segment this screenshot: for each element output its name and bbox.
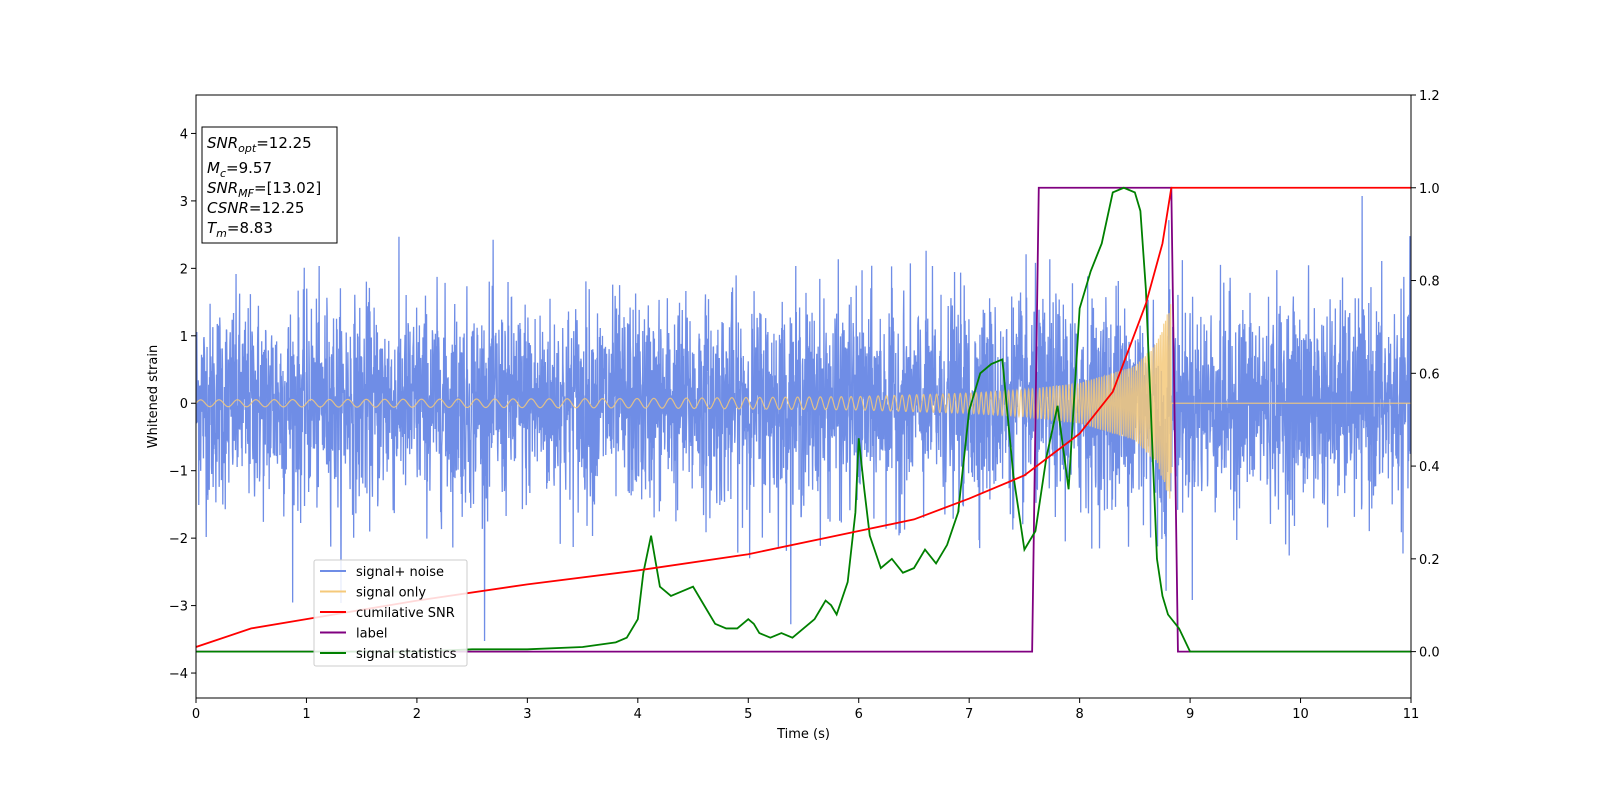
signal-statistics-line (196, 186, 1411, 653)
y2-tick-label: 1.0 (1419, 182, 1440, 197)
x-tick-label: 8 (1075, 707, 1083, 722)
y-tick-label: −2 (169, 532, 188, 547)
plot-frame (195, 94, 1412, 699)
info-box-frame (201, 126, 338, 244)
y-tick-label: 3 (180, 195, 188, 210)
x-tick-label: 9 (1186, 707, 1194, 722)
y2-tick-label: 0.8 (1419, 275, 1440, 290)
x-axis-label: Time (s) (776, 727, 830, 742)
x-tick-label: 1 (302, 707, 310, 722)
info-box: SNRopt=12.25 Mc=9.57SNRMF=[13.02]CSNR=12.… (201, 126, 338, 244)
x-tick-label: 11 (1403, 707, 1420, 722)
x-tick-label: 5 (744, 707, 752, 722)
legend-entry: cumilative SNR (356, 606, 455, 621)
legend: signal+ noise signal only cumilative SNR la… (313, 559, 468, 667)
info-line: Tm=8.83 (207, 219, 273, 240)
x-tick-label: 6 (855, 707, 863, 722)
info-line: CSNR=12.25 (207, 199, 304, 217)
x-tick-label: 2 (413, 707, 421, 722)
x-tick-label: 3 (523, 707, 531, 722)
y-tick-label: −4 (169, 667, 188, 682)
signal-only-series (196, 304, 1411, 499)
x-tick-label: 0 (192, 707, 200, 722)
info-line: Mc=9.57 (207, 159, 272, 180)
y-tick-label: 2 (180, 262, 188, 277)
y-tick-label: 1 (180, 330, 188, 345)
y2-tick-label: 0.6 (1419, 367, 1440, 382)
y-axis-label: Whitened strain (146, 345, 161, 448)
legend-frame (313, 559, 468, 667)
legend-entry: label (356, 627, 387, 642)
legend-entry: signal statistics (356, 647, 457, 662)
signal-only-line (196, 304, 1411, 499)
axes: 0 1 2 3 4 5 6 7 8 9 10 1143210−1−2−3−41.21.00.80.60… (146, 89, 1440, 742)
legend-entry: signal+ noise (356, 565, 444, 580)
y2-tick-label: 1.2 (1419, 89, 1440, 104)
y-tick-label: −1 (169, 465, 188, 480)
y-tick-label: 4 (180, 127, 188, 142)
legend-entry: signal only (356, 586, 426, 601)
y-tick-label: 0 (180, 397, 188, 412)
x-tick-label: 10 (1292, 707, 1309, 722)
info-line: SNRopt=12.25 (207, 134, 312, 155)
x-tick-label: 7 (965, 707, 973, 722)
info-line: SNRMF=[13.02] (207, 179, 321, 200)
y2-tick-label: 0.4 (1419, 460, 1440, 475)
y2-tick-label: 0.0 (1419, 646, 1440, 661)
y2-tick-label: 0.2 (1419, 553, 1440, 568)
x-tick-label: 4 (634, 707, 642, 722)
y-tick-label: −3 (169, 600, 188, 615)
